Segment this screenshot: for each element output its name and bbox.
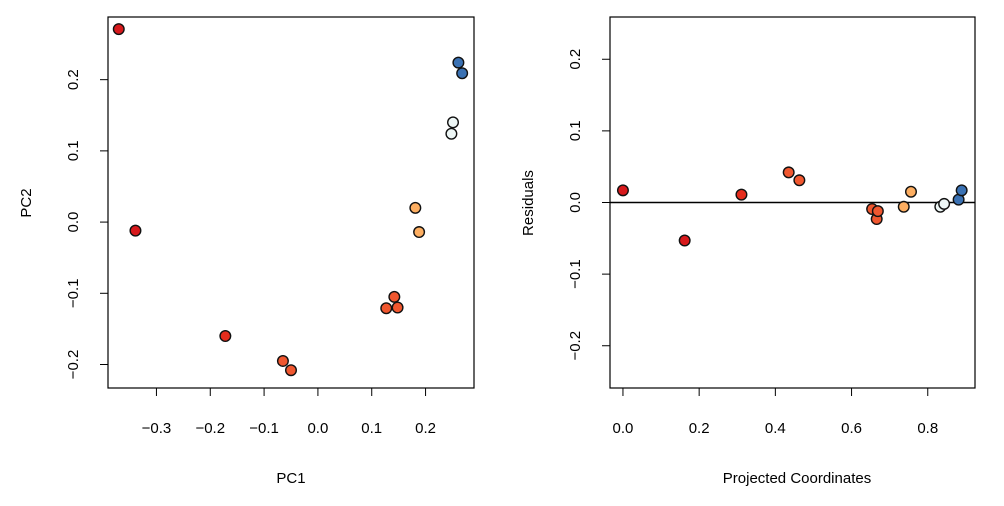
x-tick-label: 0.2	[415, 420, 436, 437]
data-point	[409, 201, 422, 214]
data-point	[388, 290, 401, 303]
data-point	[735, 188, 748, 201]
x-tick-label: 0.8	[917, 420, 938, 437]
data-point	[938, 197, 951, 210]
data-point	[897, 200, 910, 213]
data-point	[391, 301, 404, 314]
data-point	[904, 185, 917, 198]
y-tick-label: −0.1	[567, 259, 584, 289]
data-point	[955, 184, 968, 197]
data-point	[452, 56, 465, 69]
y-tick-label: −0.2	[567, 331, 584, 361]
data-point	[447, 116, 460, 129]
y-axis: −0.2 −0.1 0.0 0.1 0.2	[567, 49, 610, 361]
data-point	[413, 226, 426, 239]
y-tick-label: −0.1	[65, 278, 82, 308]
data-point	[678, 234, 691, 247]
x-tick-label: 0.0	[613, 420, 634, 437]
x-tick-label: 0.0	[307, 420, 328, 437]
data-point	[793, 174, 806, 187]
data-point	[871, 205, 884, 218]
data-point	[380, 302, 393, 315]
x-tick-label: −0.3	[142, 420, 172, 437]
y-tick-label: 0.2	[567, 49, 584, 70]
plot-frame	[107, 16, 475, 389]
y-tick-label: 0.0	[65, 212, 82, 233]
x-tick-label: −0.1	[249, 420, 279, 437]
data-point	[129, 224, 142, 237]
x-axis: −0.3 −0.2 −0.1 0.0 0.1 0.2	[142, 388, 436, 437]
x-tick-label: 0.6	[841, 420, 862, 437]
x-tick-label: −0.2	[195, 420, 225, 437]
x-tick-label: 0.1	[361, 420, 382, 437]
data-point	[112, 23, 125, 36]
x-axis-label: Projected Coordinates	[723, 470, 871, 487]
y-tick-label: 0.1	[65, 140, 82, 161]
y-axis-label: Residuals	[520, 170, 537, 236]
points	[112, 23, 469, 377]
y-tick-label: 0.1	[567, 120, 584, 141]
data-point	[285, 364, 298, 377]
x-axis: 0.0 0.2 0.4 0.6 0.8	[613, 388, 938, 437]
data-point	[445, 127, 458, 140]
data-point	[782, 166, 795, 179]
y-axis: −0.2 −0.1 0.0 0.1 0.2	[65, 69, 108, 379]
y-tick-label: 0.2	[65, 69, 82, 90]
points	[616, 166, 968, 247]
y-tick-label: −0.2	[65, 350, 82, 380]
x-axis-label: PC1	[276, 470, 305, 487]
residuals-scatter-panel: 0.0 0.2 0.4 0.6 0.8 −0.2 −0.1 0.0 0.1 0.2 Projec…	[520, 16, 976, 487]
data-point	[616, 184, 629, 197]
pc-scatter-panel: −0.3 −0.2 −0.1 0.0 0.1 0.2 −0.2−0.10.00.10.2 …	[18, 16, 475, 487]
x-tick-label: 0.2	[689, 420, 710, 437]
data-point	[456, 67, 469, 80]
y-axis-label: PC2	[18, 188, 35, 217]
data-point	[219, 330, 232, 343]
x-tick-label: 0.4	[765, 420, 786, 437]
y-tick-label: 0.0	[567, 192, 584, 213]
data-point	[276, 354, 289, 367]
